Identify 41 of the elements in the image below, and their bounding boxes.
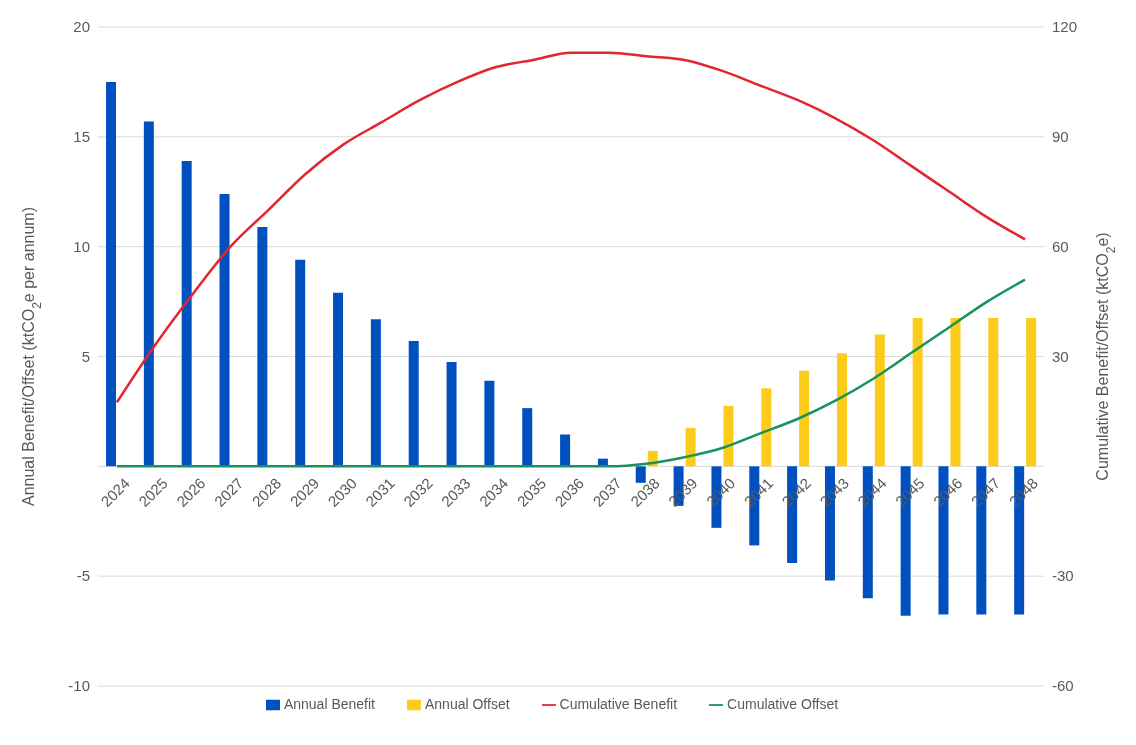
y2-tick-label: -30 [1052,567,1074,585]
bar [484,380,495,467]
y-tick-label: -5 [76,567,90,585]
bar [522,408,533,467]
y-tick-label: 20 [73,18,90,36]
bar [836,353,847,467]
bar [560,434,571,467]
bar [295,259,306,467]
bar [219,193,230,467]
bar [723,405,734,467]
y-tick-label: 15 [73,128,90,146]
y-tick-label: -10 [68,677,90,695]
bar [761,388,772,467]
bar [799,370,810,467]
legend-label: Cumulative Offset [727,696,839,712]
bar [143,121,154,467]
y2-tick-label: 90 [1052,128,1069,146]
y-tick-label: 5 [81,347,90,365]
y-tick-label: 10 [73,237,90,255]
bar [912,318,923,467]
y2-tick-label: -60 [1052,677,1074,695]
y2-tick-label: 120 [1052,18,1078,36]
line-series [115,51,1027,404]
bar [685,427,696,467]
bar [333,292,344,467]
bar [874,334,885,467]
legend-label: Annual Offset [424,696,510,712]
legend-label: Cumulative Benefit [559,696,678,712]
legend-label: Annual Benefit [283,696,375,712]
bar [106,81,116,467]
bar [950,318,961,467]
bar [408,341,419,467]
bar [988,318,999,467]
bar [181,161,192,467]
bar [1026,318,1037,467]
line-series [115,278,1027,468]
bar [257,226,268,467]
bar [370,319,381,467]
y2-tick-label: 30 [1052,347,1069,365]
y2-tick-label: 60 [1052,237,1069,255]
bar [446,361,457,467]
